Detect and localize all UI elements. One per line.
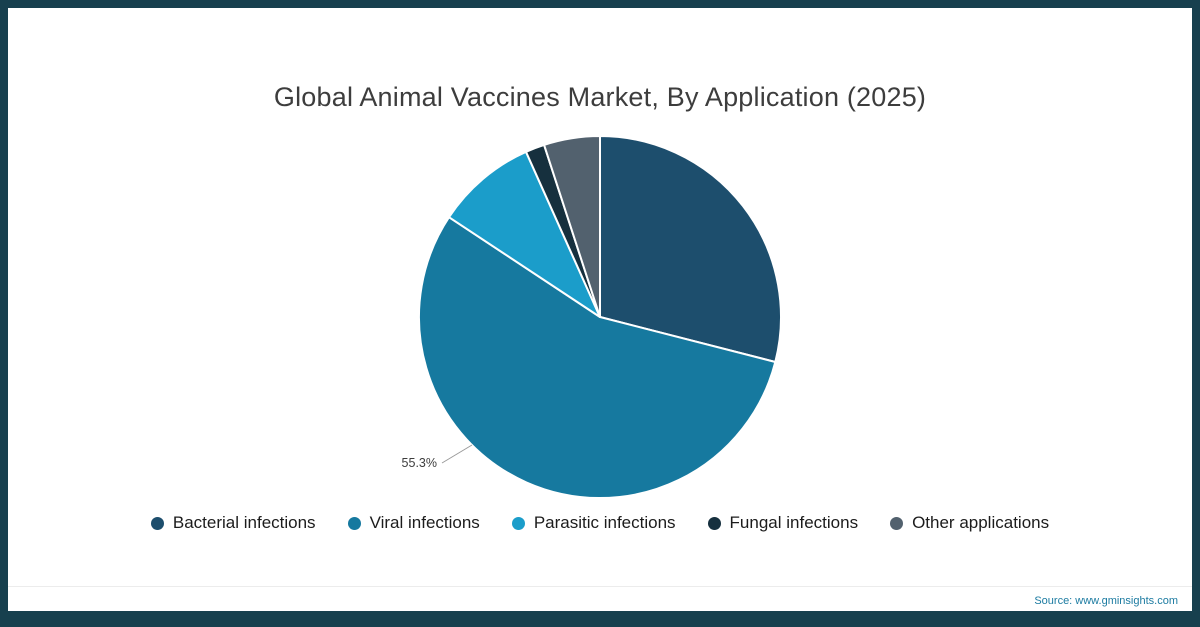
legend-label-parasitic-infections: Parasitic infections xyxy=(533,513,676,532)
legend-dot-fungal-infections-icon xyxy=(707,516,721,530)
chart-title: Global Animal Vaccines Market, By Applic… xyxy=(273,82,927,112)
legend-item-fungal-infections: Fungal infections xyxy=(707,513,859,533)
chart-legend: Bacterial infections Viral infections Pa… xyxy=(8,513,1192,533)
source-attribution: Source: www.gminsights.com xyxy=(1034,595,1178,607)
footer-divider xyxy=(8,586,1192,587)
callout-leader-line xyxy=(441,444,473,464)
callout-value-label: 55.3% xyxy=(402,456,437,470)
legend-dot-parasitic-infections-icon xyxy=(511,516,525,530)
pie-slice-other-applications xyxy=(543,135,601,318)
pie-slice-viral-infections xyxy=(418,216,777,499)
legend-label-other-applications: Other applications xyxy=(912,513,1050,532)
legend-dot-viral-infections-icon xyxy=(347,516,361,530)
legend-label-bacterial-infections: Bacterial infections xyxy=(172,513,316,532)
legend-item-viral-infections: Viral infections xyxy=(347,513,480,533)
legend-label-viral-infections: Viral infections xyxy=(369,513,480,532)
legend-item-bacterial-infections: Bacterial infections xyxy=(150,513,316,533)
legend-item-parasitic-infections: Parasitic infections xyxy=(511,513,676,533)
pie-slice-parasitic-infections xyxy=(448,150,601,318)
pie-slice-bacterial-infections xyxy=(599,135,782,363)
pie-chart-svg: 55.3% xyxy=(402,135,782,499)
legend-dot-other-applications-icon xyxy=(890,516,904,530)
legend-item-other-applications: Other applications xyxy=(890,513,1049,533)
legend-dot-bacterial-infections-icon xyxy=(150,516,164,530)
legend-label-fungal-infections: Fungal infections xyxy=(729,513,859,532)
